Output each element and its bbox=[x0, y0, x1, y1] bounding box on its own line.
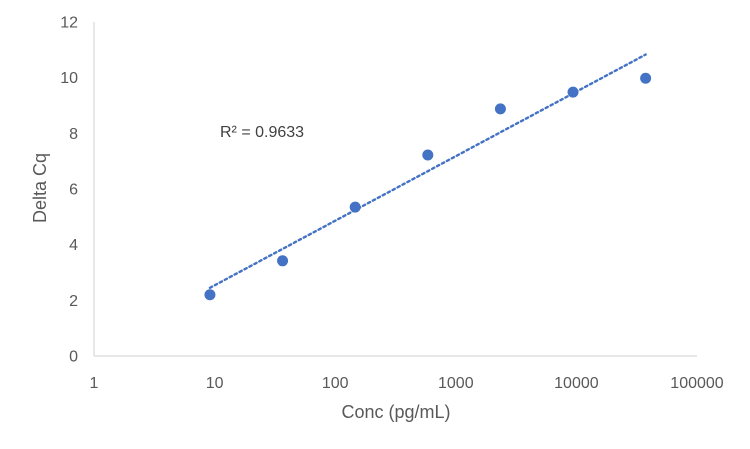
y-tick-label: 0 bbox=[69, 349, 78, 366]
y-tick-label: 6 bbox=[69, 182, 78, 199]
x-tick-label: 10 bbox=[206, 375, 224, 392]
data-point bbox=[494, 103, 506, 115]
y-tick-label: 2 bbox=[69, 293, 78, 310]
x-tick-label: 1000 bbox=[438, 375, 474, 392]
x-tick-label: 1 bbox=[90, 375, 99, 392]
data-point bbox=[567, 86, 579, 98]
y-tick-label: 12 bbox=[60, 15, 78, 32]
data-point bbox=[422, 149, 434, 161]
r-squared-annotation: R² = 0.9633 bbox=[220, 124, 304, 141]
x-tick-label: 10000 bbox=[554, 375, 599, 392]
y-axis-title: Delta Cq bbox=[30, 153, 50, 223]
data-point bbox=[204, 289, 216, 301]
trendline bbox=[208, 53, 647, 290]
x-axis-title: Conc (pg/mL) bbox=[341, 402, 450, 422]
y-tick-label: 10 bbox=[60, 70, 78, 87]
data-points bbox=[204, 72, 652, 301]
x-tick-label: 100000 bbox=[670, 375, 723, 392]
y-tick-label: 4 bbox=[69, 237, 78, 254]
data-point bbox=[349, 201, 361, 213]
x-tick-label: 100 bbox=[322, 375, 349, 392]
y-tick-labels: 0 2 4 6 8 10 12 bbox=[60, 15, 78, 366]
data-point bbox=[640, 72, 652, 84]
data-point bbox=[277, 255, 289, 267]
y-tick-label: 8 bbox=[69, 126, 78, 143]
x-tick-labels: 1 10 100 1000 10000 100000 bbox=[90, 375, 724, 392]
